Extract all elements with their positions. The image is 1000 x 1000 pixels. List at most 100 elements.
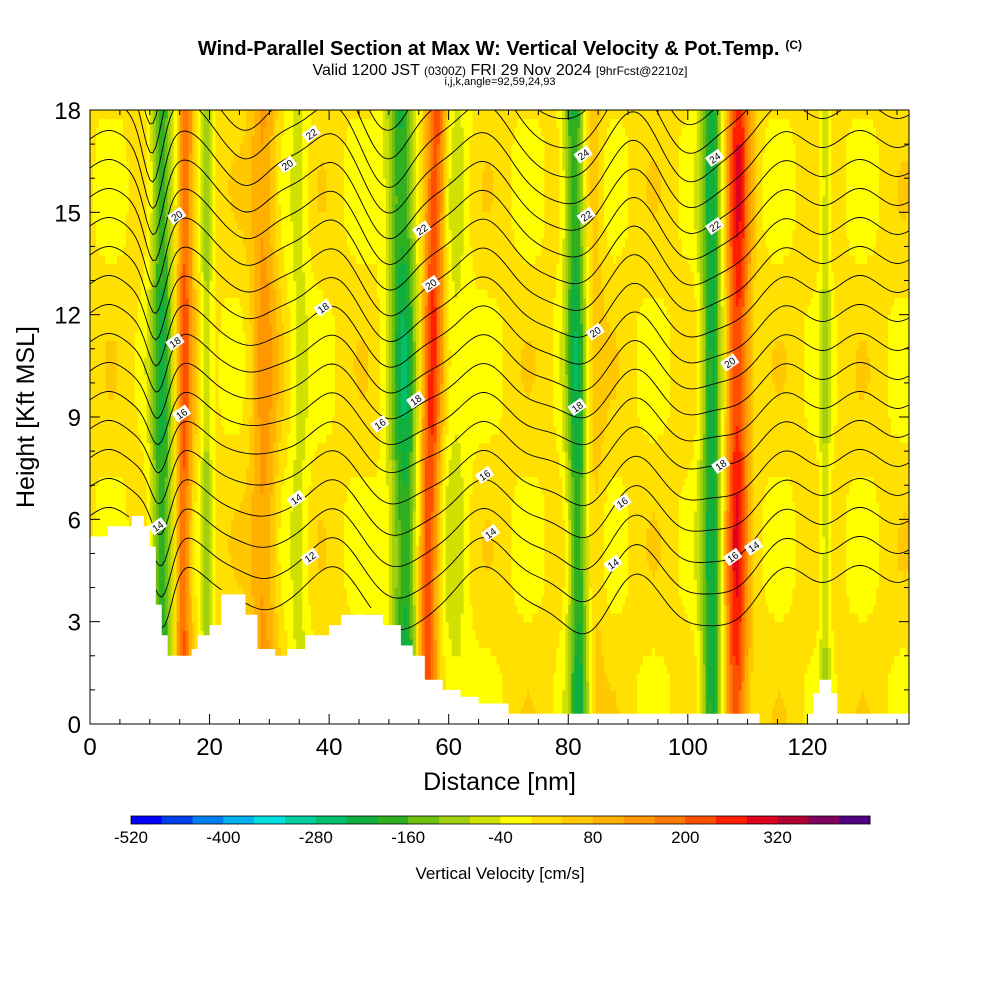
field-cell	[287, 144, 291, 154]
field-cell	[197, 178, 202, 188]
field-cell	[194, 579, 199, 589]
field-cell	[134, 382, 139, 393]
field-cell	[212, 570, 217, 580]
field-cell	[185, 263, 190, 273]
field-cell	[284, 630, 288, 640]
field-cell	[197, 254, 202, 265]
field-cell	[239, 408, 244, 418]
field-cell	[128, 365, 133, 375]
field-cell	[275, 152, 279, 162]
field-cell	[236, 237, 241, 248]
field-cell	[230, 459, 235, 469]
field-cell	[302, 442, 306, 452]
field-cell	[101, 331, 106, 341]
field-cell	[233, 144, 238, 154]
field-cell	[209, 485, 214, 495]
field-cell	[293, 237, 297, 248]
field-cell	[224, 246, 229, 256]
field-cell	[227, 212, 232, 222]
field-cell	[92, 357, 97, 367]
field-cell	[158, 587, 163, 597]
field-cell	[200, 254, 205, 265]
field-cell	[266, 135, 270, 145]
field-cell	[98, 348, 103, 358]
field-cell	[116, 178, 121, 188]
field-cell	[299, 144, 303, 154]
field-cell	[233, 127, 238, 137]
field-cell	[251, 195, 255, 205]
field-cell	[212, 203, 217, 213]
field-cell	[224, 425, 229, 435]
field-cell	[137, 417, 142, 427]
field-cell	[263, 485, 267, 495]
field-cell	[146, 254, 151, 265]
field-cell	[224, 237, 229, 248]
field-cell	[95, 203, 100, 213]
field-cell	[167, 169, 172, 179]
field-cell	[260, 417, 264, 427]
field-cell	[203, 280, 208, 290]
field-cell	[131, 203, 136, 213]
field-cell	[314, 587, 318, 597]
field-cell	[137, 127, 142, 137]
field-cell	[95, 434, 100, 444]
field-cell	[245, 459, 250, 469]
field-cell	[215, 536, 220, 546]
field-cell	[230, 391, 235, 401]
field-cell	[260, 527, 264, 537]
field-cell	[90, 229, 94, 239]
field-cell	[290, 536, 294, 546]
field-cell	[269, 254, 273, 265]
field-cell	[305, 544, 309, 555]
field-cell	[101, 220, 106, 230]
field-cell	[308, 144, 312, 154]
field-cell	[113, 391, 118, 401]
field-cell	[218, 135, 223, 145]
field-cell	[278, 638, 282, 648]
field-cell	[203, 434, 208, 444]
field-cell	[95, 357, 100, 367]
field-cell	[224, 272, 229, 282]
field-cell	[308, 340, 312, 350]
field-cell	[275, 203, 279, 213]
field-cell	[290, 144, 294, 154]
field-cell	[110, 203, 115, 213]
field-cell	[218, 459, 223, 469]
field-cell	[197, 186, 202, 196]
field-cell	[239, 468, 244, 478]
field-cell	[239, 451, 244, 461]
field-cell	[284, 144, 288, 154]
field-cell	[101, 357, 106, 367]
field-cell	[215, 272, 220, 282]
field-cell	[272, 306, 276, 316]
field-cell	[314, 118, 318, 128]
field-cell	[254, 382, 258, 393]
field-cell	[263, 604, 267, 614]
field-cell	[269, 630, 273, 640]
field-cell	[293, 169, 297, 179]
field-cell	[119, 510, 124, 520]
field-cell	[266, 331, 270, 341]
field-cell	[110, 246, 115, 256]
field-cell	[305, 510, 309, 520]
field-cell	[305, 186, 309, 196]
field-cell	[179, 493, 184, 503]
field-cell	[179, 297, 184, 307]
field-cell	[257, 561, 261, 572]
field-cell	[116, 297, 121, 307]
field-cell	[122, 442, 127, 452]
field-cell	[257, 493, 261, 503]
field-cell	[92, 135, 97, 145]
field-cell	[116, 110, 121, 120]
field-cell	[134, 144, 139, 154]
field-cell	[161, 280, 166, 290]
field-cell	[311, 459, 315, 469]
field-cell	[308, 314, 312, 324]
field-cell	[230, 408, 235, 418]
field-cell	[257, 638, 261, 648]
field-cell	[215, 485, 220, 495]
field-cell	[128, 442, 133, 452]
field-cell	[263, 297, 267, 307]
field-cell	[90, 306, 94, 316]
field-cell	[299, 570, 303, 580]
